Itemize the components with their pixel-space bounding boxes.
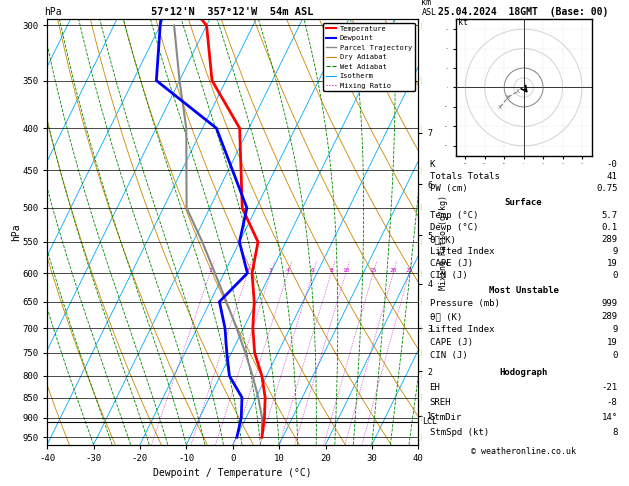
Text: -21: -21 [601,382,618,392]
Text: CIN (J): CIN (J) [430,271,467,280]
Text: |: | [420,167,422,174]
Text: θᴄ (K): θᴄ (K) [430,312,462,321]
Text: CAPE (J): CAPE (J) [430,338,472,347]
Text: -8: -8 [607,398,618,407]
Text: -0: -0 [607,159,618,169]
Text: |: | [420,270,422,277]
Text: |: | [420,125,422,132]
Text: Lifted Index: Lifted Index [430,247,494,256]
Text: x: x [498,104,503,110]
Text: 0.1: 0.1 [601,223,618,232]
Text: Dewp (°C): Dewp (°C) [430,223,478,232]
Text: 5.7: 5.7 [601,210,618,220]
Text: 19: 19 [607,338,618,347]
Text: |: | [420,394,422,401]
Text: PW (cm): PW (cm) [430,184,467,193]
Text: kt: kt [457,18,467,27]
X-axis label: Dewpoint / Temperature (°C): Dewpoint / Temperature (°C) [153,469,312,478]
Text: |: | [420,205,422,211]
Text: Totals Totals: Totals Totals [430,172,499,181]
Text: |: | [420,298,422,305]
Text: 14°: 14° [601,413,618,422]
Text: StmDir: StmDir [430,413,462,422]
Text: 8: 8 [612,428,618,437]
Text: hPa: hPa [44,7,62,17]
Text: |: | [420,349,422,356]
Text: 19: 19 [607,259,618,268]
Legend: Temperature, Dewpoint, Parcel Trajectory, Dry Adiabat, Wet Adiabat, Isotherm, Mi: Temperature, Dewpoint, Parcel Trajectory… [323,23,415,91]
Text: 9: 9 [612,247,618,256]
Text: 289: 289 [601,235,618,244]
Text: θᴄ(K): θᴄ(K) [430,235,457,244]
Text: |: | [420,372,422,380]
Text: LCL: LCL [422,417,437,426]
Text: Surface: Surface [505,198,542,208]
Text: 999: 999 [601,299,618,308]
Text: CIN (J): CIN (J) [430,351,467,360]
Text: x: x [506,94,510,100]
Text: |: | [420,239,422,245]
Text: 3: 3 [269,268,273,273]
Text: 15: 15 [369,268,377,273]
Text: |: | [420,434,422,441]
Text: 289: 289 [601,312,618,321]
Text: 4: 4 [286,268,290,273]
Text: 0: 0 [612,351,618,360]
Y-axis label: hPa: hPa [11,223,21,241]
Text: StmSpd (kt): StmSpd (kt) [430,428,489,437]
Text: CAPE (J): CAPE (J) [430,259,472,268]
Text: 10: 10 [342,268,350,273]
Text: 8: 8 [330,268,333,273]
Text: |: | [420,22,422,29]
Text: 0: 0 [612,271,618,280]
Text: Lifted Index: Lifted Index [430,325,494,334]
Text: Most Unstable: Most Unstable [489,286,559,295]
Text: |: | [420,415,422,421]
Text: K: K [430,159,435,169]
Text: 20: 20 [389,268,397,273]
Text: km
ASL: km ASL [421,0,437,17]
Text: 2: 2 [246,268,250,273]
Text: |: | [420,77,422,84]
Text: © weatheronline.co.uk: © weatheronline.co.uk [471,447,576,456]
Text: SREH: SREH [430,398,451,407]
Text: 1: 1 [208,268,212,273]
Text: x: x [516,88,520,94]
Text: Hodograph: Hodograph [499,367,548,377]
Text: Mixing Ratio (g/kg): Mixing Ratio (g/kg) [439,195,448,291]
Text: 25.04.2024  18GMT  (Base: 00): 25.04.2024 18GMT (Base: 00) [438,7,609,17]
Text: 6: 6 [311,268,314,273]
Text: 57°12'N  357°12'W  54m ASL: 57°12'N 357°12'W 54m ASL [152,7,314,17]
Text: |: | [420,325,422,331]
Text: 25: 25 [406,268,413,273]
Text: Temp (°C): Temp (°C) [430,210,478,220]
Text: 0.75: 0.75 [596,184,618,193]
Text: 9: 9 [612,325,618,334]
Text: Pressure (mb): Pressure (mb) [430,299,499,308]
Text: EH: EH [430,382,440,392]
Text: 41: 41 [607,172,618,181]
